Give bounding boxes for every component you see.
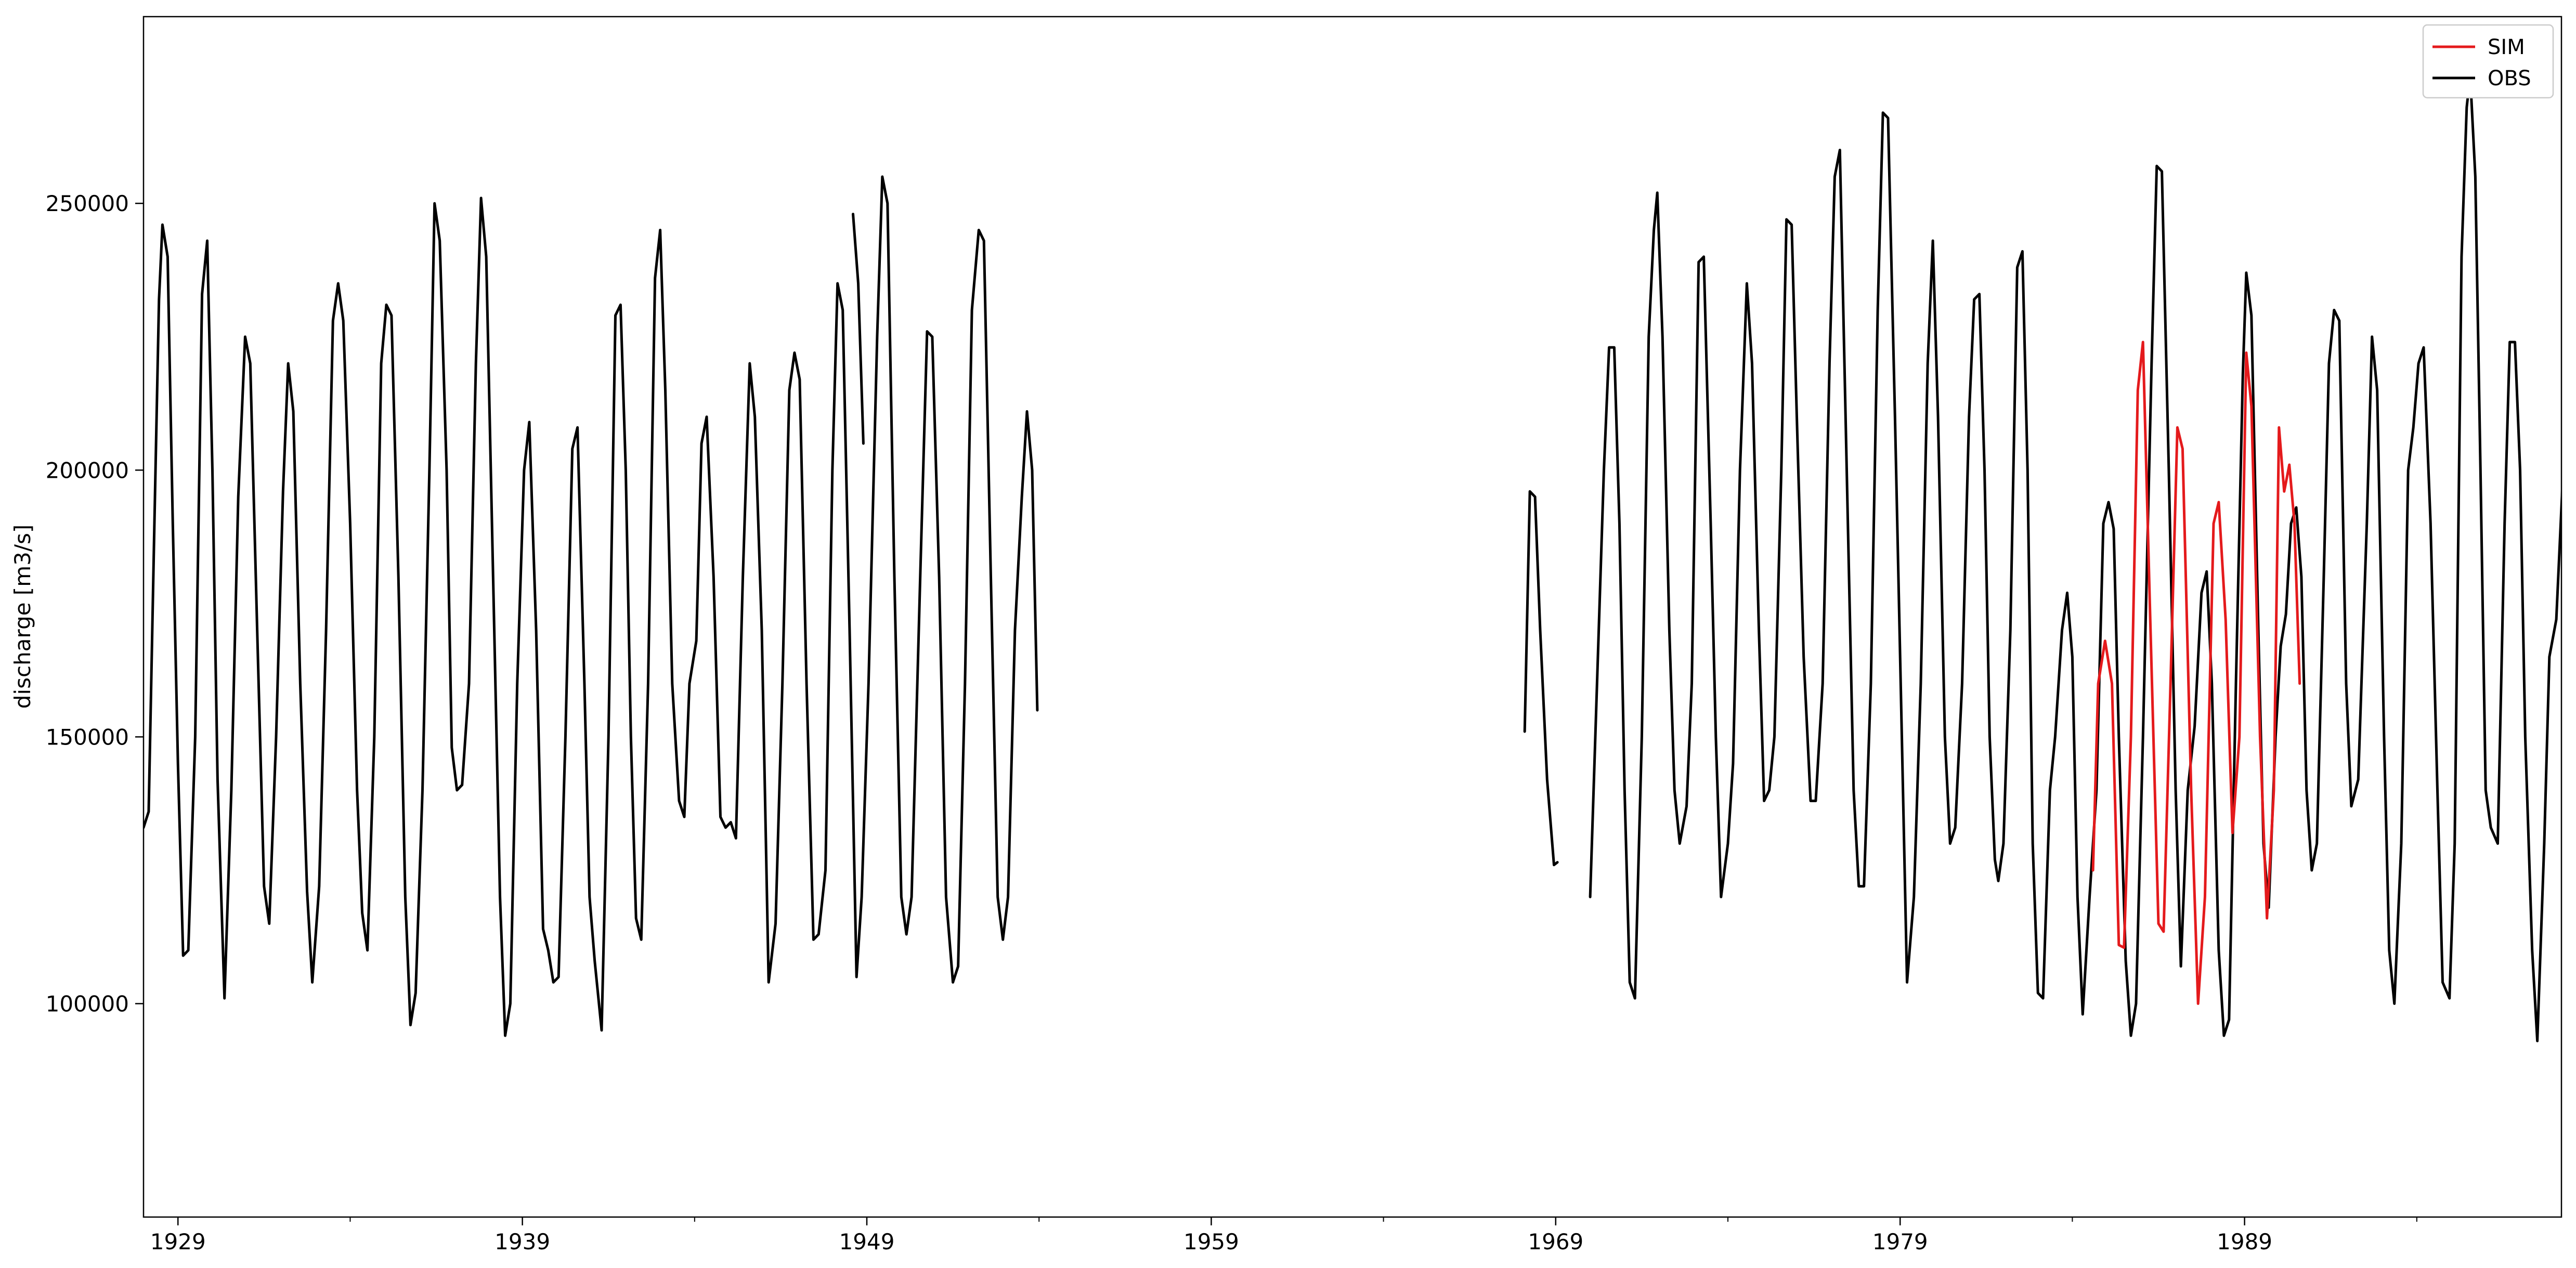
series-obs-line-3 [1589,74,2561,1042]
legend-label-obs: OBS [2488,67,2531,90]
series-sim-line-0 [2091,341,2301,1005]
legend: SIM OBS [2422,24,2554,99]
x-axis: 1929 1939 1949 1959 1969 1979 1989 [150,1217,2417,1254]
plot-frame [142,16,2562,1218]
series-obs-line-2 [1523,490,1559,867]
x-tick-label-1959: 1959 [1183,1229,1239,1254]
legend-label-sim: SIM [2488,35,2525,59]
x-tick-label-1939: 1939 [495,1229,550,1254]
y-tick-label-250000: 250000 [46,191,129,216]
y-tick-label-200000: 200000 [46,457,129,483]
x-tick-label-1989: 1989 [2217,1229,2272,1254]
x-tick-label-1979: 1979 [1872,1229,1928,1254]
x-tick-label-1969: 1969 [1528,1229,1583,1254]
y-tick-label-150000: 150000 [46,724,129,750]
series-obs-line-1 [852,213,865,445]
series-obs-line-0 [144,175,1039,1037]
y-tick-label-100000: 100000 [46,991,129,1017]
legend-box [2422,24,2554,99]
series-layer [144,74,2561,1042]
x-tick-label-1949: 1949 [839,1229,895,1254]
y-axis: 100000 150000 200000 250000 [46,191,144,1017]
y-axis-label: discharge [m3/s] [10,525,35,709]
x-tick-label-1929: 1929 [150,1229,206,1254]
plot-area [144,17,2561,1217]
